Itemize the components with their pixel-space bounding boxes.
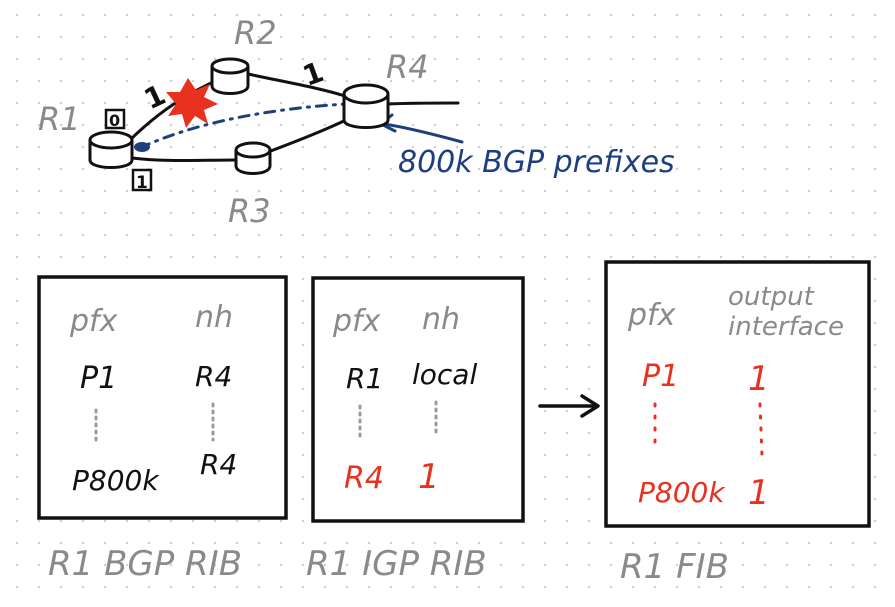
link-r4-external <box>386 101 460 106</box>
network-topology: R1 R2 R3 R4 0 1 1 1 800k BGP prefixes <box>38 14 675 230</box>
bgp-rib-frame <box>37 275 288 520</box>
router-r2-label: R2 <box>234 14 277 52</box>
bgp-prefixes-annotation: 800k BGP prefixes <box>398 145 675 180</box>
link-r3-r4 <box>266 116 352 154</box>
router-r1-icon <box>88 130 134 169</box>
fib-row1-out: 1 <box>748 359 770 399</box>
fib-last-pfx: P800k <box>638 476 726 509</box>
fib-last-out: 1 <box>748 473 770 513</box>
igp-rib-caption: R1 IGP RIB <box>306 544 487 584</box>
igp-rib-table: pfx nh R1 local R4 1 R1 IGP RIB <box>306 276 525 584</box>
bgp-rib-caption: R1 BGP RIB <box>48 544 242 584</box>
router-r3-label: R3 <box>228 192 271 230</box>
interface-1-box <box>131 168 153 192</box>
bgp-session-line <box>138 102 348 150</box>
link-failure-star-icon <box>166 78 218 128</box>
igp-rib-row1-nh: local <box>412 358 477 391</box>
igp-rib-header-pfx: pfx <box>332 304 381 339</box>
bgp-arrow <box>382 122 464 144</box>
link-r1-r3 <box>130 156 238 162</box>
weight-r2-r4-label: 1 <box>298 55 328 93</box>
fib-header-output: output <box>728 282 815 312</box>
interface-0-label: 0 <box>109 111 120 130</box>
bgp-rib-row1-nh: R4 <box>195 360 232 393</box>
bgp-rib-header-nh: nh <box>195 300 233 335</box>
fib-table: pfx output interface P1 1 P800k 1 R1 FIB <box>604 260 871 587</box>
link-r2-r4 <box>246 72 347 98</box>
bgp-rib-table: pfx nh P1 R4 P800k R4 R1 BGP RIB <box>37 275 288 584</box>
igp-rib-row1-pfx: R1 <box>346 362 383 395</box>
interface-0-box <box>104 108 126 130</box>
interface-1-label: 1 <box>136 173 148 193</box>
fib-header-interface: interface <box>728 312 844 342</box>
router-r3-icon <box>234 141 272 175</box>
router-r4-icon <box>342 83 390 129</box>
bgp-rib-last-pfx: P800k <box>72 464 160 497</box>
fib-frame <box>604 260 871 528</box>
igp-rib-last-pfx: R4 <box>344 461 384 496</box>
router-r1-label: R1 <box>38 100 81 138</box>
igp-rib-header-nh: nh <box>422 302 460 337</box>
fib-ellipsis-out <box>758 402 764 458</box>
router-r2-icon <box>210 57 250 95</box>
fib-caption: R1 FIB <box>620 547 729 587</box>
bgp-rib-header-pfx: pfx <box>69 304 118 339</box>
igp-rib-frame <box>311 276 525 523</box>
fib-row1-pfx: P1 <box>642 359 679 394</box>
router-r4-label: R4 <box>386 48 429 86</box>
bgp-rib-last-nh: R4 <box>200 448 237 481</box>
rib-to-fib-arrow-icon <box>538 394 600 418</box>
bgp-session-endpoint <box>134 142 150 152</box>
igp-rib-last-nh: 1 <box>418 457 440 497</box>
fib-header-pfx: pfx <box>627 298 676 333</box>
bgp-rib-row1-pfx: P1 <box>80 361 117 396</box>
